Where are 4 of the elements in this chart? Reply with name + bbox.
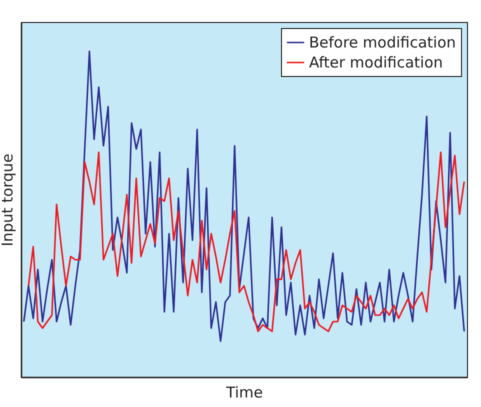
legend-label: After modification [309, 54, 443, 72]
x-axis-title: Time [225, 384, 263, 402]
legend-label: Before modification [309, 34, 456, 52]
y-axis-title: Input torque [0, 154, 16, 246]
